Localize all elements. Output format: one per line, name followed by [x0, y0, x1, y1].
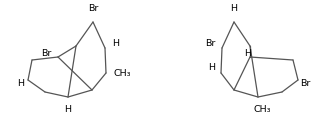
- Text: Br: Br: [300, 78, 310, 88]
- Text: CH₃: CH₃: [253, 105, 271, 114]
- Text: H: H: [244, 48, 251, 58]
- Text: H: H: [230, 4, 238, 13]
- Text: H: H: [208, 63, 215, 73]
- Text: H: H: [65, 105, 71, 114]
- Text: H: H: [17, 78, 24, 88]
- Text: Br: Br: [42, 48, 52, 58]
- Text: CH₃: CH₃: [113, 68, 130, 78]
- Text: H: H: [112, 40, 119, 48]
- Text: Br: Br: [205, 40, 215, 48]
- Text: Br: Br: [88, 4, 98, 13]
